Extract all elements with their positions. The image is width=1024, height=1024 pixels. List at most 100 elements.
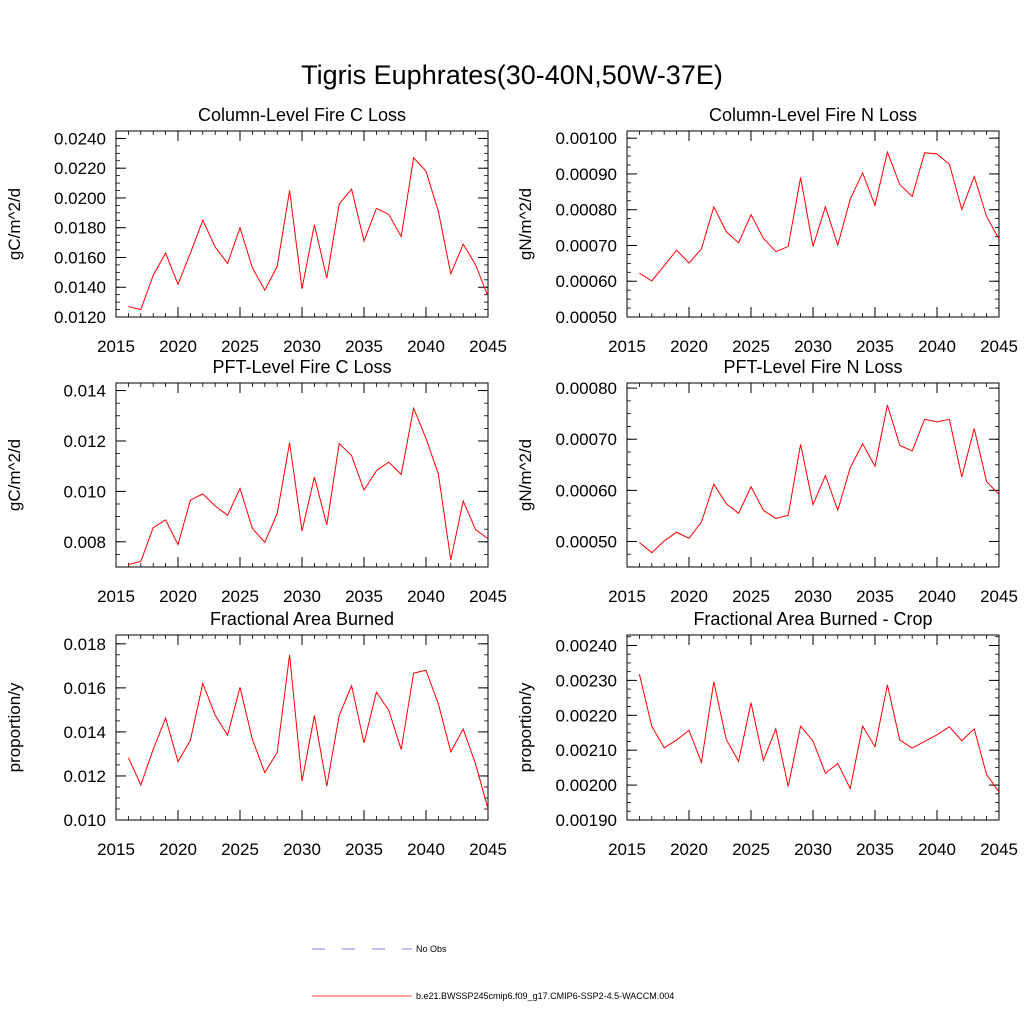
x-tick-label: 2015 (97, 587, 135, 606)
figure-title: Tigris Euphrates(30-40N,50W-37E) (301, 60, 723, 90)
x-tick-label: 2045 (469, 337, 507, 356)
legend-label-no-obs: No Obs (416, 944, 447, 954)
chart-panel-2: Column-Level Fire N Loss gN/m^2/d 2015 2020… (516, 105, 1018, 356)
legend-item-no-obs: No Obs (312, 944, 447, 954)
x-tick-label: 2045 (980, 587, 1018, 606)
series-line (639, 404, 1000, 554)
y-tick-label: 0.00080 (556, 379, 617, 398)
x-tick-label: 2030 (283, 587, 321, 606)
y-tick-label: 0.008 (63, 533, 106, 552)
x-tick-label: 2020 (159, 587, 197, 606)
y-tick-label: 0.00200 (556, 776, 617, 795)
y-tick-label: 0.0180 (54, 219, 106, 238)
y-tick-label: 0.00090 (556, 165, 617, 184)
y-tick-label: 0.00050 (556, 308, 617, 327)
x-tick-label: 2030 (794, 337, 832, 356)
panel-title: Fractional Area Burned (210, 609, 394, 629)
plot-frame (115, 634, 489, 821)
y-axis-label: proportion/y (5, 682, 24, 772)
plot-frame (626, 382, 1000, 568)
panel-title: Column-Level Fire C Loss (198, 105, 406, 125)
series-line (128, 406, 489, 565)
y-tick-label: 0.010 (63, 482, 106, 501)
series-line (639, 150, 1000, 282)
x-tick-label: 2020 (670, 840, 708, 859)
x-tick-label: 2045 (469, 840, 507, 859)
x-tick-label: 2040 (407, 587, 445, 606)
y-tick-label: 0.0200 (54, 189, 106, 208)
x-tick-label: 2015 (608, 337, 646, 356)
y-tick-label: 0.00070 (556, 236, 617, 255)
x-tick-label: 2045 (980, 337, 1018, 356)
x-tick-label: 2020 (670, 587, 708, 606)
y-tick-label: 0.00100 (556, 129, 617, 148)
y-axis-label: gN/m^2/d (516, 439, 535, 511)
series-line (128, 156, 489, 311)
y-tick-label: 0.00060 (556, 272, 617, 291)
x-tick-label: 2035 (345, 587, 383, 606)
legend-item-model-run: b.e21.BWSSP245cmip6.f09_g17.CMIP6-SSP2-4… (312, 991, 674, 1001)
x-tick-label: 2030 (794, 840, 832, 859)
x-tick-label: 2020 (159, 840, 197, 859)
x-tick-label: 2035 (345, 840, 383, 859)
chart-panel-1: Column-Level Fire C Loss gC/m^2/d 2015 2020… (5, 105, 507, 356)
y-tick-label: 0.016 (63, 679, 106, 698)
x-tick-label: 2025 (732, 587, 770, 606)
x-tick-label: 2040 (407, 840, 445, 859)
legend: No Obs b.e21.BWSSP245cmip6.f09_g17.CMIP6… (312, 944, 674, 1001)
y-tick-label: 0.014 (63, 723, 106, 742)
panel-title: PFT-Level Fire C Loss (212, 357, 391, 377)
panel-title: PFT-Level Fire N Loss (723, 357, 902, 377)
x-tick-label: 2015 (608, 587, 646, 606)
x-tick-label: 2035 (345, 337, 383, 356)
series-line (638, 673, 1000, 793)
y-tick-label: 0.0120 (54, 308, 106, 327)
x-tick-label: 2015 (97, 337, 135, 356)
y-tick-label: 0.00060 (556, 481, 617, 500)
chart-panel-6: Fractional Area Burned - Crop proportion/… (516, 609, 1018, 859)
legend-label-model-run: b.e21.BWSSP245cmip6.f09_g17.CMIP6-SSP2-4… (416, 991, 674, 1001)
chart-panel-3: PFT-Level Fire C Loss gC/m^2/d 2015 2020 202… (5, 357, 507, 606)
y-tick-label: 0.00240 (556, 636, 617, 655)
plot-frame (115, 382, 489, 568)
y-tick-label: 0.012 (63, 432, 106, 451)
y-tick-label: 0.00210 (556, 741, 617, 760)
y-tick-label: 0.00220 (556, 706, 617, 725)
x-tick-label: 2035 (856, 587, 894, 606)
y-axis-label: gN/m^2/d (516, 188, 535, 260)
y-tick-label: 0.00070 (556, 430, 617, 449)
x-tick-label: 2030 (283, 337, 321, 356)
chart-panel-5: Fractional Area Burned proportion/y 2015 20… (5, 609, 507, 859)
y-axis-label: gC/m^2/d (5, 188, 24, 260)
y-tick-label: 0.0240 (54, 129, 106, 148)
x-tick-label: 2025 (732, 337, 770, 356)
x-tick-label: 2025 (732, 840, 770, 859)
plot-frame (626, 634, 1000, 821)
x-tick-label: 2040 (918, 337, 956, 356)
y-axis-label: proportion/y (516, 682, 535, 772)
y-tick-label: 0.010 (63, 811, 106, 830)
x-tick-label: 2035 (856, 337, 894, 356)
x-tick-label: 2020 (670, 337, 708, 356)
x-tick-label: 2015 (97, 840, 135, 859)
x-tick-label: 2025 (221, 337, 259, 356)
x-tick-label: 2020 (159, 337, 197, 356)
panels: Column-Level Fire C Loss gC/m^2/d 2015 2020… (5, 105, 1018, 859)
series-line (127, 654, 489, 809)
x-tick-label: 2045 (980, 840, 1018, 859)
panel-title: Column-Level Fire N Loss (709, 105, 917, 125)
y-tick-label: 0.00080 (556, 201, 617, 220)
y-axis-label: gC/m^2/d (5, 439, 24, 511)
x-tick-label: 2030 (283, 840, 321, 859)
x-tick-label: 2030 (794, 587, 832, 606)
x-tick-label: 2025 (221, 840, 259, 859)
x-tick-label: 2035 (856, 840, 894, 859)
y-tick-label: 0.0220 (54, 159, 106, 178)
x-tick-label: 2015 (608, 840, 646, 859)
x-tick-label: 2040 (407, 337, 445, 356)
y-tick-label: 0.018 (63, 635, 106, 654)
plot-frame (115, 130, 489, 318)
panel-title: Fractional Area Burned - Crop (693, 609, 932, 629)
x-tick-label: 2040 (918, 840, 956, 859)
